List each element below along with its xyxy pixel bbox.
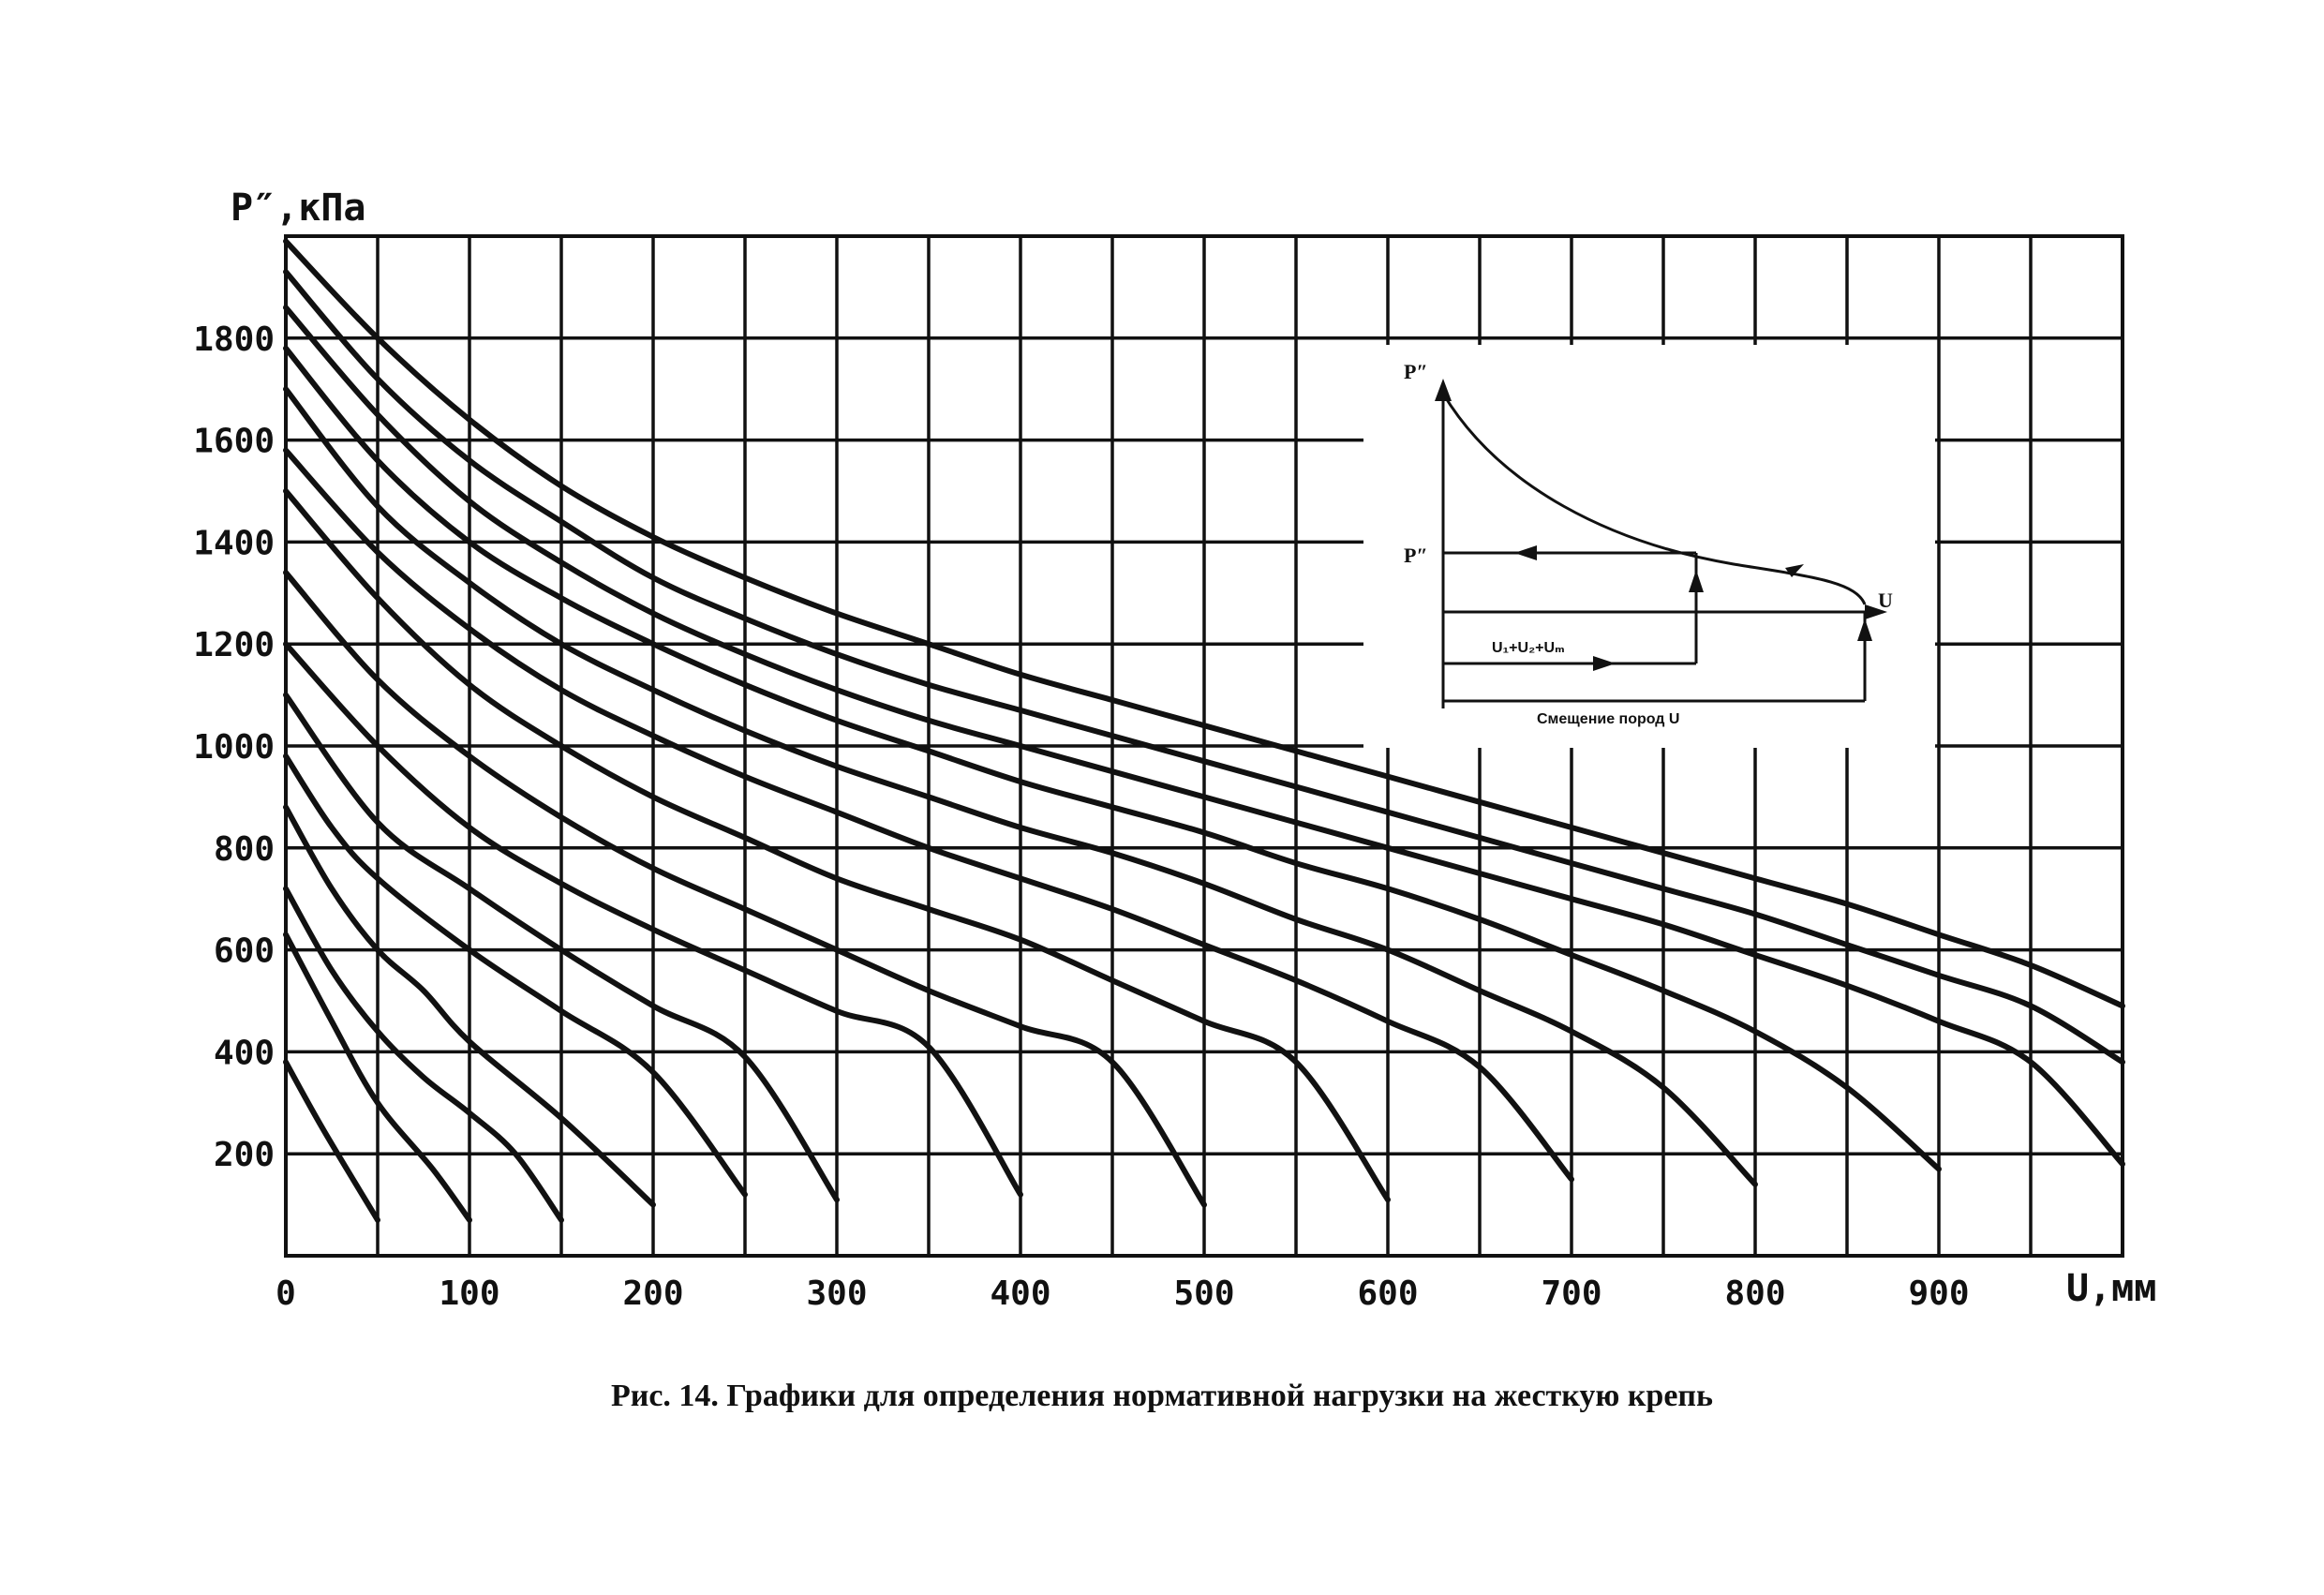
y-tick-label: 1200 [193,626,275,664]
inset-load-arrow-icon [1514,545,1537,560]
x-tick-label: 0 [276,1275,296,1313]
x-tick-label: 800 [1724,1275,1785,1313]
series-line-1 [283,1059,380,1223]
inset-background [1363,345,1935,748]
inset-sum-arrow-icon [1593,656,1616,671]
y-tick-label: 1400 [193,524,275,562]
y-tick-label: 200 [214,1136,275,1174]
y-tick-label: 600 [214,932,275,971]
chart-curves [283,238,2125,1223]
series-line-11 [283,386,1758,1187]
inset-y-axis-label: Р″ [1404,360,1428,383]
x-tick-label: 700 [1541,1275,1601,1313]
inset-up-arrow-2-icon [1857,619,1872,641]
series-line-9 [283,488,1391,1203]
inset-curve-arrow-icon [1785,564,1804,577]
x-tick-label: 300 [806,1275,867,1313]
inset-x-arrow-icon [1865,604,1887,619]
series-line-12 [283,345,1942,1172]
x-tick-label: 600 [1357,1275,1418,1313]
inset-up-arrow-1-icon [1689,570,1704,592]
x-tick-labels: 0 100 200 300 400 500 600 700 800 900 [276,1275,1969,1313]
series-line-10 [283,447,1574,1183]
y-tick-label: 1800 [193,320,275,359]
series-line-6 [283,692,840,1203]
y-tick-labels: 200 400 600 800 1000 1200 1400 1600 1800 [193,320,275,1174]
inset-diagram: Р″ Р″ U U₁+U₂+Uₘ Смещение пород U [1363,345,1935,748]
inset-load-label: Р″ [1404,544,1428,567]
x-axis-label: U,мм [2066,1267,2156,1310]
y-tick-label: 1000 [193,728,275,767]
series-line-13 [283,305,2125,1168]
y-tick-label: 1600 [193,423,275,461]
x-tick-label: 200 [622,1275,683,1313]
y-tick-label: 400 [214,1034,275,1072]
series-line-14 [283,269,2125,1066]
chart-frame [284,234,2124,1258]
x-tick-label: 400 [990,1275,1050,1313]
y-axis-label: Р″,кПа [231,186,366,230]
series-line-2 [283,932,472,1223]
inset-curve [1441,393,1867,605]
series-line-5 [283,753,748,1198]
figure-caption: Рис. 14. Графики для определения нормати… [611,1379,1713,1413]
series-line-15 [283,238,2125,1009]
series-line-7 [283,641,1023,1198]
series-line-4 [283,804,656,1208]
series-line-3 [283,886,564,1223]
x-tick-label: 500 [1173,1275,1234,1313]
inset-bottom-label: Смещение пород U [1537,711,1679,727]
x-tick-label: 900 [1908,1275,1969,1313]
y-tick-label: 800 [214,830,275,869]
inset-y-arrow-icon [1435,379,1452,401]
inset-x-axis-label: U [1878,589,1893,612]
inset-sum-label: U₁+U₂+Uₘ [1492,640,1565,656]
series-line-8 [283,570,1207,1208]
x-tick-label: 100 [439,1275,499,1313]
